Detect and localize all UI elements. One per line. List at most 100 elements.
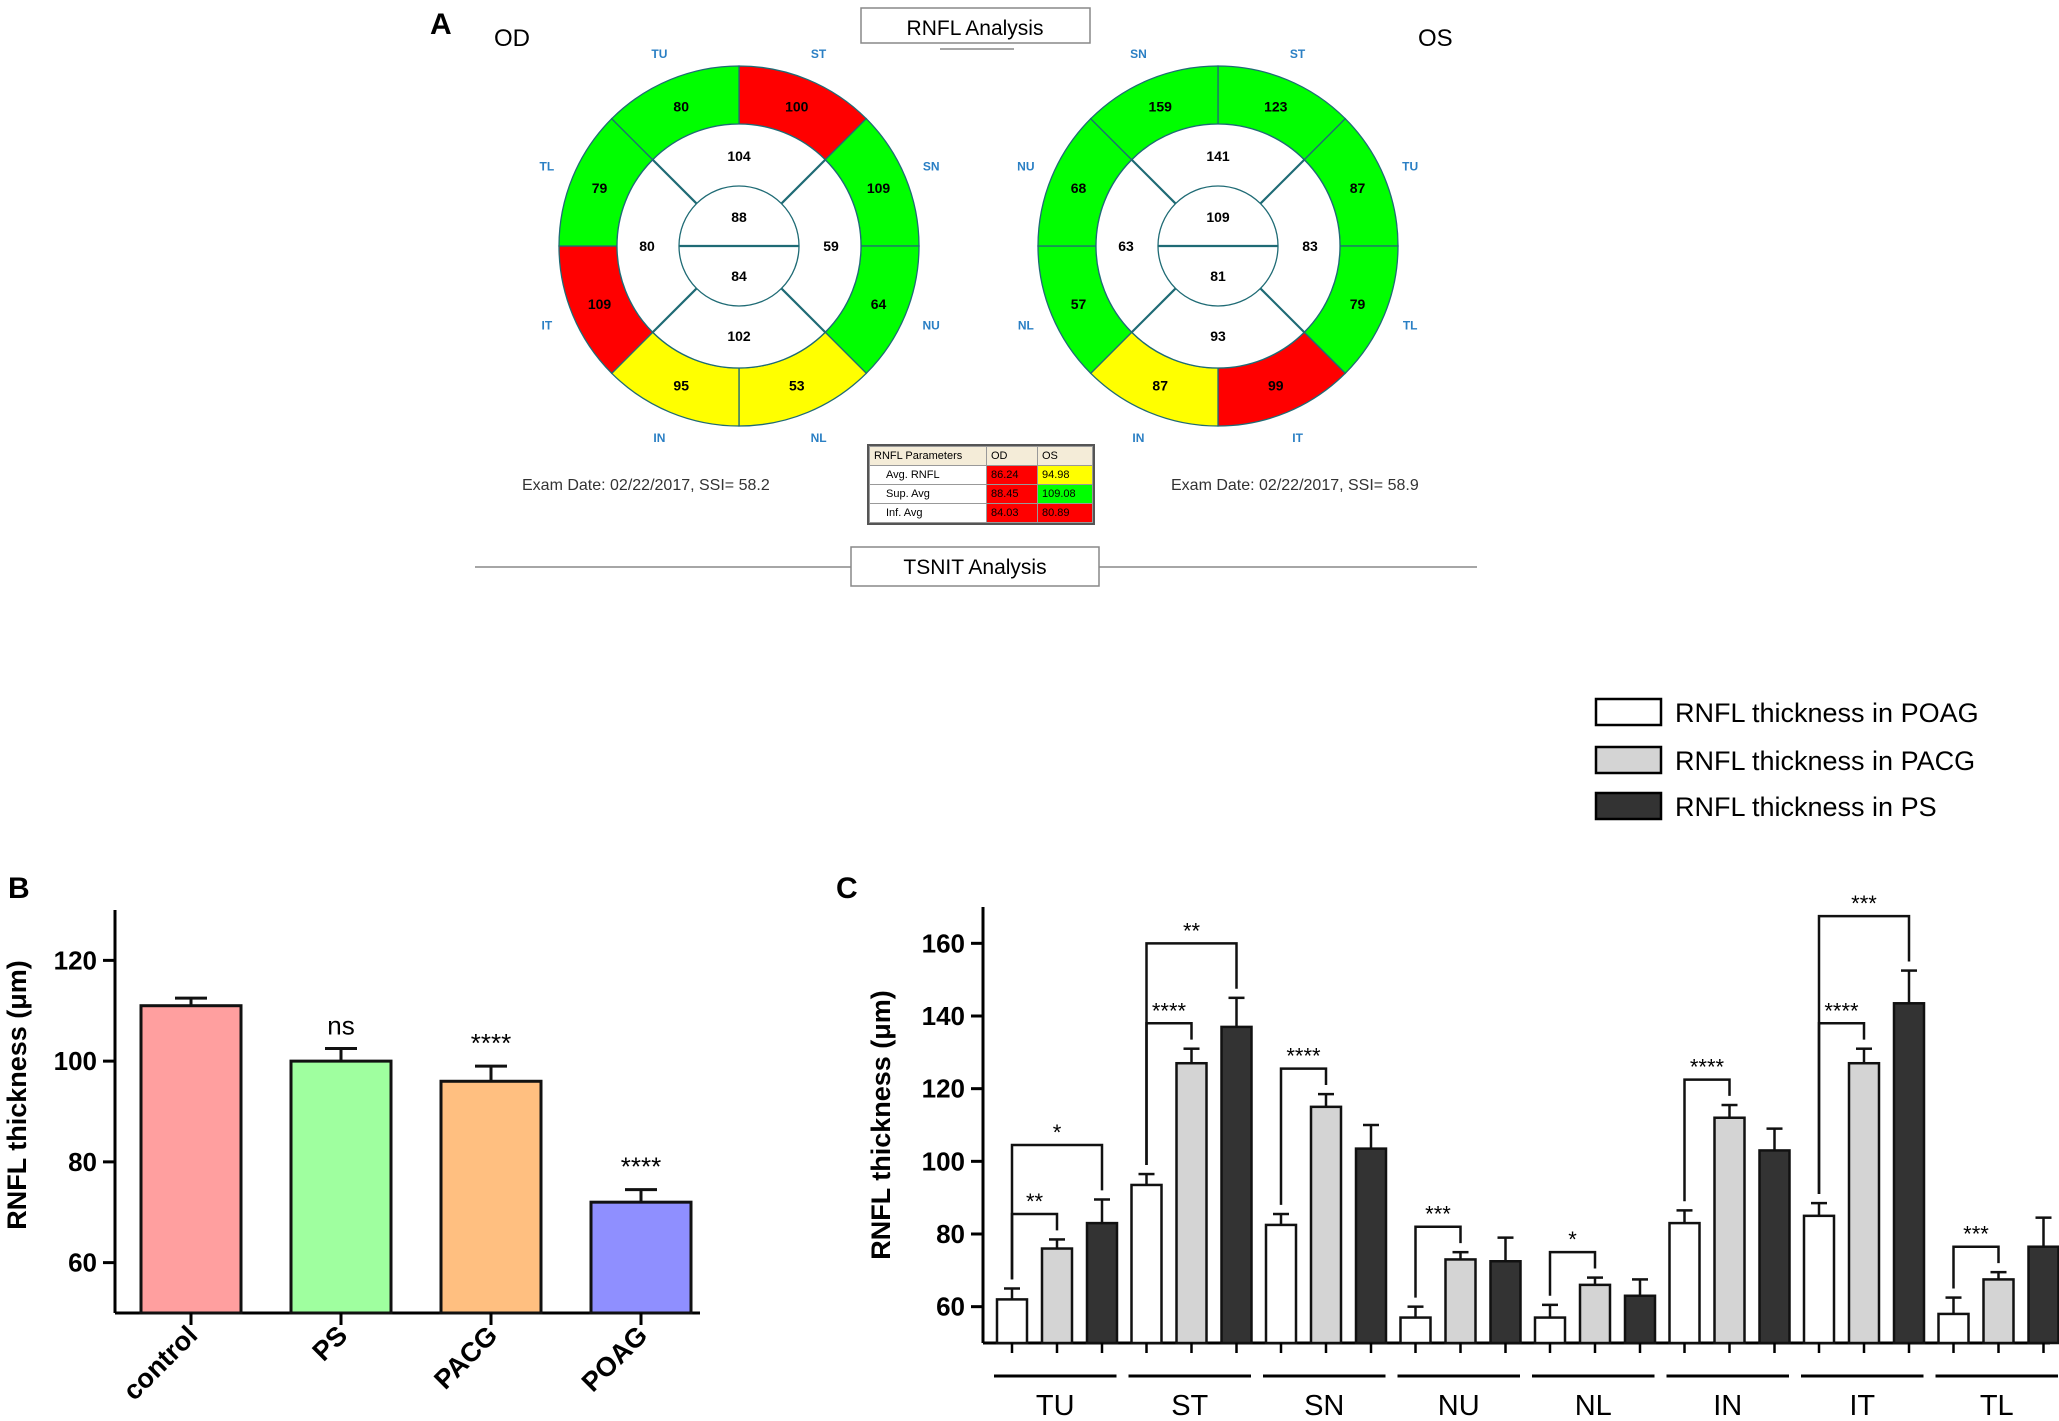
sector-label: ST (811, 47, 827, 61)
table-header-cell: OS (1037, 446, 1093, 466)
bar (1130, 1183, 1163, 1345)
sector-label: IT (1292, 431, 1303, 445)
sector-label: NU (922, 319, 939, 333)
quadrant-divider (1130, 287, 1177, 334)
x-tick-label: PACG (428, 1320, 503, 1395)
inner-value: 81 (1210, 268, 1226, 284)
bar (2027, 1245, 2059, 1345)
outer-sector-value: 68 (1071, 180, 1087, 196)
outer-sector-value: 79 (592, 180, 608, 196)
significance-marker: * (1568, 1227, 1577, 1252)
y-tick-label: 140 (922, 1001, 965, 1031)
table-od-value: 88.45 (986, 484, 1038, 504)
sector-label: SN (1130, 47, 1147, 61)
quadrant-value: 63 (1118, 238, 1134, 254)
significance-marker: **** (471, 1028, 511, 1058)
group-label: NU (1438, 1390, 1480, 1421)
table-header-cell: OD (986, 446, 1038, 466)
sector-label: NL (1018, 319, 1034, 333)
panel-a: A RNFL Analysis OD OS 100 ST 109 SN 64 NU 53 NL… (430, 7, 1477, 587)
legend-swatch (1594, 697, 1663, 727)
significance-marker: **** (1152, 998, 1187, 1023)
table-od-value: 86.24 (986, 465, 1038, 485)
group-label: SN (1304, 1390, 1344, 1421)
significance-marker: ** (1026, 1189, 1044, 1214)
table-row: Inf. Avg 84.03 80.89 (869, 503, 1093, 523)
rnfl-analysis-title: RNFL Analysis (907, 17, 1044, 40)
quadrant-divider (651, 158, 698, 205)
legend-label: RNFL thickness in PS (1675, 792, 1937, 822)
table-param-name: Sup. Avg (869, 484, 987, 504)
inner-value: 88 (731, 209, 747, 225)
y-tick-label: 80 (936, 1219, 965, 1249)
os-label: OS (1418, 25, 1453, 52)
outer-sector-value: 99 (1268, 378, 1284, 394)
outer-sector-value: 64 (871, 296, 887, 312)
legend-label: RNFL thickness in PACG (1675, 746, 1975, 776)
legend-swatch (1594, 745, 1663, 775)
quadrant-divider (780, 158, 827, 205)
sector-label: SN (923, 159, 940, 173)
quadrant-divider (1130, 158, 1177, 205)
significance-bracket (1414, 1225, 1462, 1298)
rnfl-parameters-table: RNFL Parameters OD OS Avg. RNFL 86.24 94… (867, 444, 1095, 525)
outer-sector-value: 109 (588, 296, 612, 312)
group-label: TU (1036, 1390, 1075, 1421)
table-od-value: 84.03 (986, 503, 1038, 523)
table-param-name: Inf. Avg (869, 503, 987, 523)
significance-bracket (1279, 1067, 1328, 1205)
bar (995, 1298, 1029, 1345)
bar (1623, 1294, 1657, 1345)
panel-a-label: A (430, 8, 452, 41)
table-os-value: 94.98 (1037, 465, 1093, 485)
y-tick-label: 100 (54, 1046, 97, 1076)
quadrant-divider (1259, 287, 1306, 334)
significance-marker: **** (621, 1152, 661, 1182)
table-os-value: 109.08 (1037, 484, 1093, 504)
significance-marker: ** (1183, 918, 1201, 943)
sector-label: TU (651, 47, 667, 61)
legend: RNFL thickness in POAG RNFL thickness in … (1594, 697, 1979, 822)
od-exam-date: Exam Date: 02/22/2017, SSI= 58.2 (522, 477, 770, 494)
sector-label: NU (1017, 159, 1034, 173)
outer-sector-value: 87 (1152, 378, 1168, 394)
bar (1085, 1221, 1119, 1345)
bar (1713, 1116, 1746, 1345)
tsnit-analysis-tab[interactable]: TSNIT Analysis (850, 546, 1100, 587)
bar (1578, 1283, 1612, 1345)
panel-b-ylabel: RNFL thickness (μm) (2, 960, 32, 1230)
y-tick-label: 60 (68, 1248, 97, 1278)
group-label: NL (1575, 1390, 1612, 1421)
x-tick-label: control (117, 1320, 203, 1406)
panel-b-chart: 60 80 100 120 control PS ns PACG **** POAG **** (54, 910, 700, 1406)
bar (439, 1079, 543, 1315)
bar (1937, 1312, 1970, 1345)
quadrant-value: 83 (1302, 238, 1318, 254)
bar (289, 1059, 393, 1315)
outer-sector-value: 79 (1350, 296, 1366, 312)
sector-label: IN (653, 431, 665, 445)
bar (139, 1004, 243, 1315)
outer-sector-value: 80 (673, 98, 689, 114)
sector-label: ST (1290, 47, 1306, 61)
y-tick-label: 120 (922, 1074, 965, 1104)
outer-sector-value: 123 (1264, 98, 1288, 114)
significance-bracket (1010, 1143, 1104, 1280)
quadrant-divider (651, 287, 698, 334)
bar (1444, 1258, 1477, 1345)
bar (1802, 1214, 1836, 1345)
quadrant-value: 93 (1210, 328, 1226, 344)
outer-sector-value: 53 (789, 378, 805, 394)
y-tick-label: 80 (68, 1147, 97, 1177)
bar (1220, 1025, 1253, 1345)
table-row: Avg. RNFL 86.24 94.98 (869, 465, 1093, 485)
rnfl-analysis-tab[interactable]: RNFL Analysis (860, 7, 1091, 50)
bar (1533, 1316, 1567, 1345)
outer-sector-value: 159 (1149, 98, 1173, 114)
panel-c-ylabel: RNFL thickness (μm) (866, 990, 896, 1260)
table-row: Sup. Avg 88.45 109.08 (869, 484, 1093, 504)
bar (1892, 1002, 1926, 1345)
significance-marker: **** (1690, 1055, 1725, 1080)
bar (1354, 1147, 1388, 1345)
